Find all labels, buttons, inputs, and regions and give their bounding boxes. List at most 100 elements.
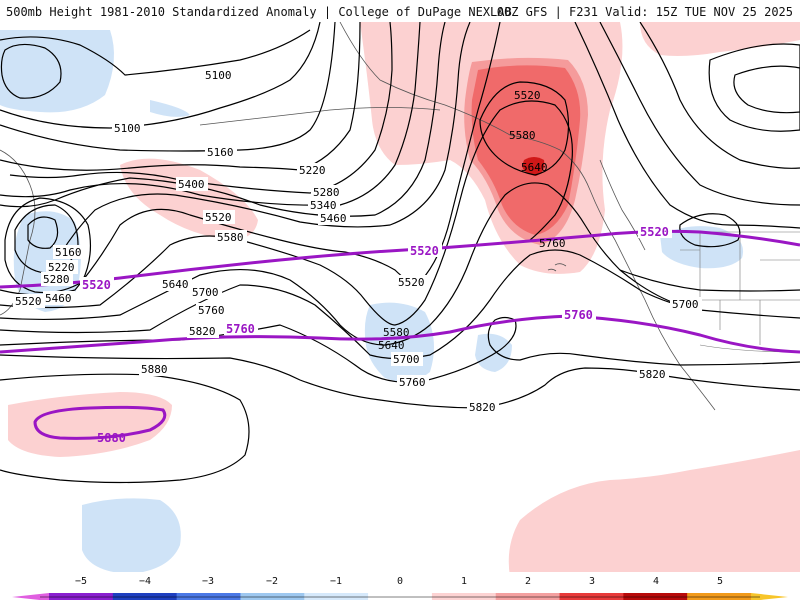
contour-label: 5700 [393,353,420,366]
label-bg [43,291,75,305]
colorbar-label-neg2: −2 [265,576,279,587]
contour-label: 5700 [672,298,699,311]
colorbar-segments [12,593,788,601]
colorbar-segment [304,593,369,601]
hawaii-islands [547,263,567,272]
contour-label: 5580 [383,326,410,339]
pos-anomaly-subtropics-se [508,450,800,577]
bc-coast-inner [599,159,646,251]
colorbar-label-4: 4 [652,576,660,587]
contour-label: 5460 [320,212,347,225]
contour-label: 5640 [378,339,405,352]
contour-5700 [0,249,800,360]
climo-5760 [0,314,800,354]
label-bg [139,362,171,376]
contour-label: 5220 [299,164,326,177]
contour-5280-low [4,197,92,294]
label-bg [224,321,258,335]
climo-label: 5760 [564,308,593,322]
label-bg [46,260,78,274]
contour-closed-ne [708,43,800,132]
label-bg [308,198,340,212]
climo-label: 5880 [97,431,126,445]
contour-labels: 5100 5100 5160 5160 5220 5220 5280 5280 … [13,68,702,414]
contour-5100-b [0,22,321,129]
label-bg [41,272,73,286]
contour-5520 [0,22,501,296]
pos-anomaly-alaska-ridge-3 [471,65,581,235]
climo-label: 5520 [82,278,111,292]
contour-5160-low [27,216,59,249]
colorbar-svg [12,593,788,601]
colorbar-label-3: 3 [588,576,596,587]
contour-ne-1 [639,22,800,169]
climo-label: 5520 [640,225,669,239]
contour-5520-inner [479,81,570,176]
colorbar-segment [240,593,305,601]
colorbar-arrow-right [751,593,788,601]
pos-anomaly-center-max [522,157,545,176]
contour-label: 5760 [198,304,225,317]
colorbar-segment [687,593,752,601]
contour-ne-3 [574,22,800,229]
contour-label: 5640 [162,278,189,291]
contour-5100 [0,29,311,76]
colorbar-segment [368,593,433,601]
contour-label: 5100 [114,122,141,135]
contour-label: 5280 [43,273,70,286]
neg-anomaly-aleutian-strip [150,100,190,117]
label-bg [196,303,228,317]
climo-labels: 5520 5520 5520 5760 5760 5880 [80,224,672,445]
contour-right-5640 [619,269,800,292]
label-bg [638,224,672,238]
label-bg [467,400,499,414]
label-bg [670,297,702,311]
contour-label: 5460 [45,292,72,305]
label-bg [205,145,237,159]
label-bg [53,245,85,259]
colorbar-segment [431,593,497,601]
label-bg [112,121,144,135]
height-contours [0,22,800,484]
contour-label: 5160 [55,246,82,259]
contour-label: 5640 [521,161,548,174]
label-bg [318,211,350,225]
contour-label: 5820 [189,325,216,338]
state-borders [680,232,800,345]
pos-anomaly-ne-pacific [640,22,800,56]
colorbar-label-neg5: −5 [74,576,88,587]
colorbar-label-neg1: −1 [329,576,343,587]
colorbar-segment [112,593,178,601]
label-bg [397,375,429,389]
colorbar-arrow-left [12,593,49,601]
label-bg [408,243,442,257]
model-run-info: 00Z GFS | F231 Valid: 15Z TUE NOV 25 202… [496,5,793,19]
aleutian-chain [199,107,441,126]
colorbar-label-1: 1 [460,576,468,587]
contour-label: 5160 [207,146,234,159]
contour-ne-4 [679,213,741,248]
label-bg [297,163,329,177]
neg-anomaly-great-basin [660,226,744,269]
colorbar-label-neg4: −4 [138,576,152,587]
contour-5280 [9,22,393,194]
label-bg [215,230,247,244]
colorbar-segment [559,593,624,601]
label-bg [396,275,428,289]
colorbar-segment [49,593,114,601]
contour-label: 5100 [205,69,232,82]
contour-label: 5400 [178,178,205,191]
contour-label: 5580 [509,129,536,142]
contour-5460 [59,22,471,256]
contour-label: 5820 [469,401,496,414]
contour-ne-2 [599,22,800,206]
contour-label: 5280 [313,186,340,199]
map-title: 500mb Height 1981-2010 Standardized Anom… [6,5,512,19]
contour-label: 5520 [15,295,42,308]
climo-label: 5760 [226,322,255,336]
colorbar-segment [495,593,561,601]
label-bg [391,352,423,366]
anomaly-map: 5100 5100 5160 5160 5220 5220 5280 5280 … [0,22,800,577]
label-bg [160,277,192,291]
neg-anomaly-nw-core [0,40,30,78]
